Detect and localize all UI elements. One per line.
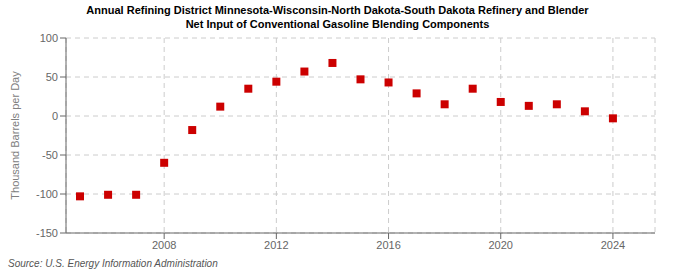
html-text:Annual Refining District Minne: Annual Refining District Minnesota-Wisco… <box>86 4 589 16</box>
svg-text:50: 50 <box>46 71 58 83</box>
svg-text:-100: -100 <box>36 188 58 200</box>
svg-text:2008: 2008 <box>152 239 176 251</box>
html-text:Source: U.S. Energy Informatio: Source: U.S. Energy Information Administ… <box>8 258 218 269</box>
svg-text:-50: -50 <box>42 149 58 161</box>
svg-text:2020: 2020 <box>488 239 512 251</box>
svg-text:2012: 2012 <box>264 239 288 251</box>
svg-text:Thousand Barrels per Day: Thousand Barrels per Day <box>9 71 21 200</box>
html-text:Net Input of Conventional Gaso: Net Input of Conventional Gasoline Blend… <box>185 18 490 30</box>
svg-text:0: 0 <box>52 110 58 122</box>
svg-text:100: 100 <box>40 32 58 44</box>
svg-text:-150: -150 <box>36 227 58 239</box>
svg-text:2024: 2024 <box>601 239 625 251</box>
svg-text:2016: 2016 <box>376 239 400 251</box>
